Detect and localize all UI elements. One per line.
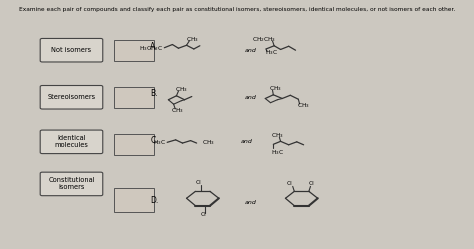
Text: $\mathregular{H_3C}$: $\mathregular{H_3C}$ (265, 48, 278, 57)
Text: C.: C. (150, 136, 158, 145)
Text: A.: A. (150, 42, 158, 51)
Text: D.: D. (150, 195, 158, 204)
Text: $\mathregular{H_3CH_2C}$: $\mathregular{H_3CH_2C}$ (139, 44, 164, 53)
Text: Cl: Cl (196, 181, 201, 186)
FancyBboxPatch shape (40, 130, 103, 154)
FancyBboxPatch shape (40, 85, 103, 109)
Text: $\mathregular{CH_3}$: $\mathregular{CH_3}$ (271, 131, 284, 140)
Text: $\mathregular{CH_3}$: $\mathregular{CH_3}$ (186, 35, 199, 44)
Text: and: and (241, 139, 253, 144)
Text: B.: B. (150, 89, 158, 98)
Text: Stereoisomers: Stereoisomers (47, 94, 96, 100)
Bar (114, 40, 154, 61)
Text: Cl: Cl (309, 182, 315, 187)
Text: $\mathregular{CH_2CH_3}$: $\mathregular{CH_2CH_3}$ (252, 35, 276, 44)
Text: $\mathregular{H_3C}$: $\mathregular{H_3C}$ (271, 148, 284, 157)
Text: Identical
molecules: Identical molecules (55, 135, 89, 148)
FancyBboxPatch shape (40, 38, 103, 62)
Bar (114, 134, 154, 155)
Text: $\mathregular{CH_3}$: $\mathregular{CH_3}$ (269, 84, 282, 93)
Text: $\mathregular{CH_3}$: $\mathregular{CH_3}$ (202, 138, 215, 147)
Text: $\mathregular{CH_3}$: $\mathregular{CH_3}$ (171, 106, 183, 115)
Text: $\mathregular{CH_3}$: $\mathregular{CH_3}$ (175, 85, 188, 94)
Text: Not isomers: Not isomers (51, 47, 91, 53)
Text: and: and (245, 200, 257, 205)
Text: Examine each pair of compounds and classify each pair as constitutional isomers,: Examine each pair of compounds and class… (19, 7, 455, 12)
FancyBboxPatch shape (40, 172, 103, 196)
Text: Cl: Cl (287, 182, 292, 187)
Bar (114, 188, 154, 212)
Text: Constitutional
isomers: Constitutional isomers (48, 178, 95, 190)
Text: and: and (245, 48, 257, 53)
Bar (114, 87, 154, 108)
Text: and: and (245, 95, 257, 100)
Text: $\mathregular{H_3C}$: $\mathregular{H_3C}$ (153, 138, 166, 147)
Text: Cl: Cl (201, 212, 206, 217)
Text: $\mathregular{CH_3}$: $\mathregular{CH_3}$ (297, 101, 310, 110)
